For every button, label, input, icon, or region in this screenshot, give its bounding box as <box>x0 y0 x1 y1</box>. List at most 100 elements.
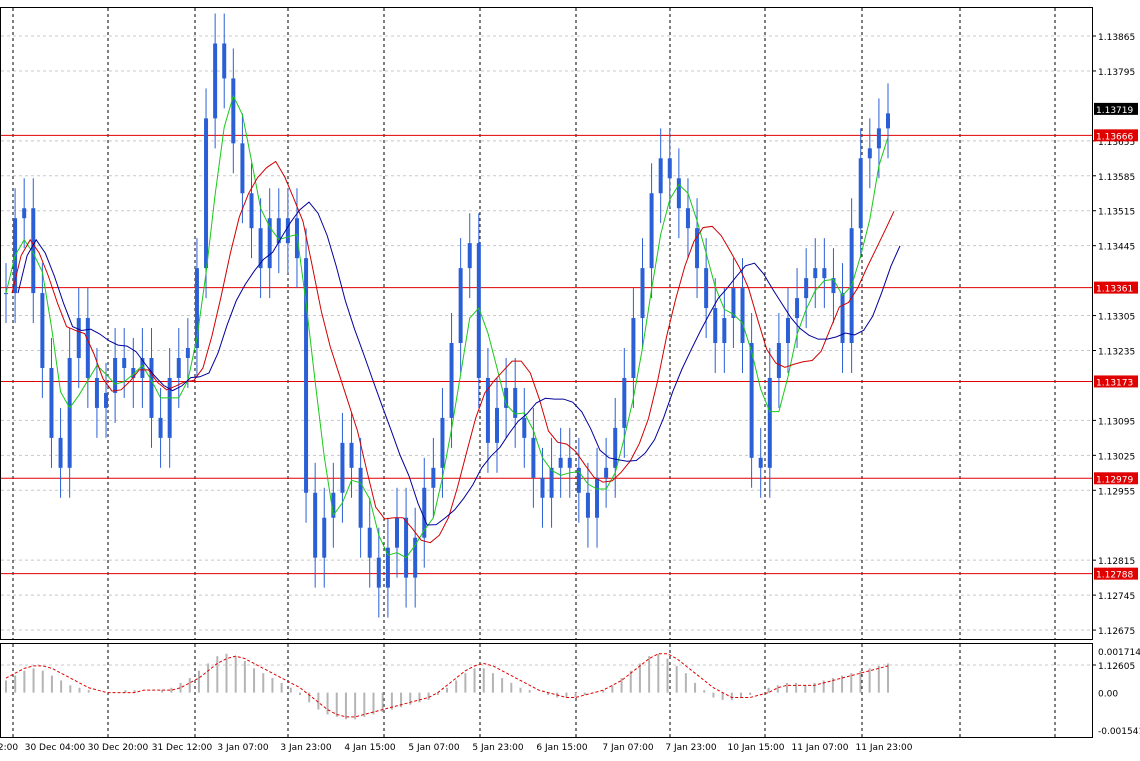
ma-mid-line <box>11 160 895 544</box>
candle-body <box>722 318 727 344</box>
candle-body <box>113 357 118 393</box>
candle-body <box>431 467 436 488</box>
candle-body <box>22 208 27 219</box>
candle-body <box>449 343 454 418</box>
level-price-label: 1.12788 <box>1096 571 1133 581</box>
level-price-label: 1.13361 <box>1096 285 1133 295</box>
signal-line <box>5 653 889 718</box>
price-tick-label: 1.12675 <box>1098 627 1135 637</box>
price-tick-label: 1.12955 <box>1098 487 1135 497</box>
candle-body <box>495 407 500 443</box>
time-tick-label: 4 Jan 15:00 <box>344 743 396 753</box>
indicator-series <box>5 653 889 720</box>
price-tick-label: 1.13305 <box>1098 313 1135 323</box>
candle-body <box>840 293 845 344</box>
level-price-box <box>1094 472 1138 485</box>
candle-body <box>167 377 172 438</box>
candle-body <box>649 193 654 269</box>
time-tick-label: 6 Jan 15:00 <box>536 743 588 753</box>
candle-body <box>76 318 81 358</box>
price-tick-label: 1.12815 <box>1098 557 1135 567</box>
time-tick-label: 7 Jan 23:00 <box>665 743 717 753</box>
candle-body <box>422 487 427 538</box>
candle-body <box>204 118 209 269</box>
moving-averages <box>5 94 901 559</box>
candle-body <box>458 268 463 344</box>
price-tick-label: 1.13655 <box>1098 138 1135 148</box>
candle-body <box>695 228 700 269</box>
time-tick-label: 2:00 <box>0 743 18 753</box>
time-tick-label: 5 Jan 07:00 <box>408 743 460 753</box>
candle-body <box>776 343 781 378</box>
candle-body <box>522 417 527 438</box>
candle-body <box>404 517 409 578</box>
candle-body <box>285 218 290 244</box>
candle-body <box>876 128 881 149</box>
indicator-tick-label: 0.00 <box>1098 690 1118 700</box>
candle-body <box>513 387 518 418</box>
candle-body <box>485 377 490 443</box>
candle-body <box>267 218 272 269</box>
price-tick-label: 1.13585 <box>1098 173 1135 183</box>
candle-body <box>831 278 836 294</box>
price-tick-label: 1.12745 <box>1098 592 1135 602</box>
candle-body <box>4 293 8 295</box>
candle-body <box>658 158 663 194</box>
candle-body <box>613 427 618 468</box>
candle-body <box>558 457 563 468</box>
price-tick-label: 1.13445 <box>1098 243 1135 253</box>
candle-body <box>585 492 590 518</box>
indicator-tick-label: 0.001714 <box>1098 648 1140 658</box>
level-price-box <box>1094 129 1138 142</box>
candle-body <box>567 457 572 468</box>
candle-body <box>40 293 45 368</box>
candle-body <box>85 318 90 378</box>
time-tick-label: 10 Jan 15:00 <box>728 743 785 753</box>
time-tick-label: 3 Jan 07:00 <box>217 743 269 753</box>
candle-body <box>249 193 254 229</box>
price-tick-label: 1.13795 <box>1098 68 1135 78</box>
time-tick-label: 30 Dec 20:00 <box>88 743 149 753</box>
ma-fast-line <box>5 94 889 559</box>
candle-body <box>858 158 863 229</box>
candle-body <box>804 278 809 299</box>
candle-body <box>394 517 399 548</box>
time-tick-label: 5 Jan 23:00 <box>472 743 524 753</box>
price-tick-label: 1.13865 <box>1098 33 1135 43</box>
ma-slow-line <box>17 201 901 526</box>
time-tick-label: 3 Jan 23:00 <box>280 743 332 753</box>
candle-body <box>131 367 136 378</box>
time-tick-label: 11 Jan 07:00 <box>792 743 849 753</box>
candle-body <box>740 288 745 344</box>
candle-body <box>304 258 309 493</box>
candle-body <box>467 243 472 269</box>
candle-body <box>685 208 690 229</box>
candle-body <box>358 467 363 528</box>
price-tick-label: 1.13515 <box>1098 208 1135 218</box>
candle-body <box>313 492 318 558</box>
candle-body <box>240 143 245 194</box>
candle-body <box>413 537 418 578</box>
candle-body <box>631 318 636 378</box>
candle-body <box>322 517 327 558</box>
level-price-box <box>1094 375 1138 388</box>
candle-body <box>349 442 354 468</box>
candle-body <box>367 527 372 558</box>
main-panel-frame <box>0 7 1093 640</box>
candle-body <box>731 288 736 319</box>
candle-body <box>158 417 163 438</box>
candle-body <box>595 477 600 518</box>
candle-body <box>886 113 890 129</box>
candle-body <box>504 387 509 408</box>
candle-body <box>104 392 109 408</box>
level-price-box <box>1094 567 1138 580</box>
indicator-tick-label: -0.001541 <box>1098 727 1140 737</box>
candle-body <box>476 243 481 378</box>
time-tick-label: 30 Dec 04:00 <box>25 743 86 753</box>
current-price-box <box>1094 102 1138 115</box>
candle-body <box>576 467 581 493</box>
candle-body <box>122 357 127 368</box>
candle-body <box>822 268 827 279</box>
